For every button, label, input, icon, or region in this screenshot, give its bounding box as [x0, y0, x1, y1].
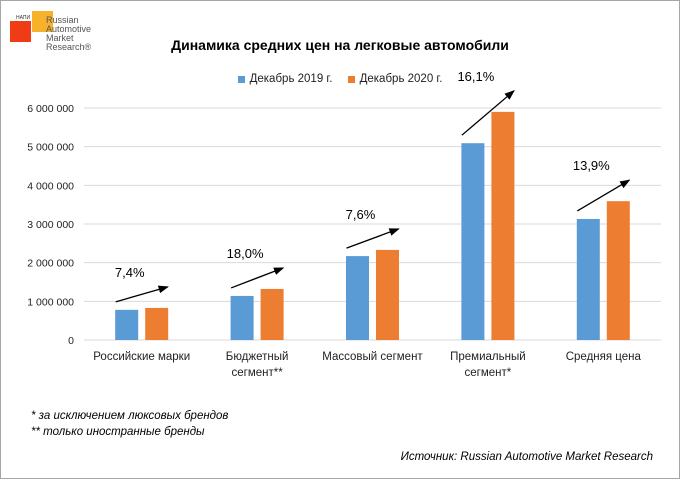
x-tick-label: Премиальный — [450, 351, 526, 363]
y-tick-label: 0 — [68, 335, 74, 347]
growth-label: 16,1% — [457, 69, 494, 84]
bar — [115, 309, 139, 340]
bar — [145, 307, 169, 340]
x-tick-label: Бюджетный — [226, 351, 289, 363]
bar — [376, 249, 399, 340]
growth-arrow — [230, 267, 285, 289]
bar — [461, 143, 485, 340]
x-tick-label: сегмент* — [465, 367, 512, 379]
y-tick-label: 3 000 000 — [27, 219, 74, 231]
growth-label: 7,4% — [115, 265, 145, 280]
x-tick-label: Средняя цена — [566, 351, 642, 363]
logo-small: НАПИ — [16, 15, 31, 21]
x-tick-label: Российские марки — [93, 351, 190, 363]
bar — [606, 201, 630, 340]
legend: Декабрь 2019 г. Декабрь 2020 г. — [1, 73, 679, 86]
growth-arrow — [115, 285, 169, 303]
legend-item: Декабрь 2020 г. — [347, 73, 442, 85]
y-tick-label: 1 000 000 — [27, 296, 74, 308]
growth-label: 13,9% — [573, 158, 610, 173]
bar — [346, 256, 369, 340]
legend-item: Декабрь 2019 г. — [237, 73, 332, 85]
logo: НАПИ Russian Automotive Market Research® — [9, 9, 119, 64]
source: Источник: Russian Automotive Market Rese… — [400, 451, 653, 463]
x-tick-label: Массовый сегмент — [322, 351, 423, 363]
footnote: * за исключением люксовых брендов — [31, 410, 229, 422]
growth-label: 7,6% — [346, 207, 376, 222]
growth-arrow — [576, 179, 631, 212]
bar — [260, 288, 284, 340]
bar — [576, 218, 600, 340]
y-tick-label: 2 000 000 — [27, 258, 74, 270]
y-tick-label: 6 000 000 — [27, 103, 74, 115]
growth-arrow — [346, 228, 400, 249]
footnote: ** только иностранные бренды — [31, 426, 205, 438]
y-tick-label: 5 000 000 — [27, 142, 74, 154]
growth-label: 18,0% — [227, 246, 264, 261]
x-tick-label: сегмент** — [231, 367, 283, 379]
growth-arrow — [461, 90, 515, 136]
bar — [230, 295, 254, 340]
bar — [491, 111, 515, 340]
y-tick-label: 4 000 000 — [27, 180, 74, 192]
chart-title: Динамика средних цен на легковые автомоб… — [171, 37, 509, 53]
logo-text: Russian Automotive Market Research® — [46, 15, 92, 52]
